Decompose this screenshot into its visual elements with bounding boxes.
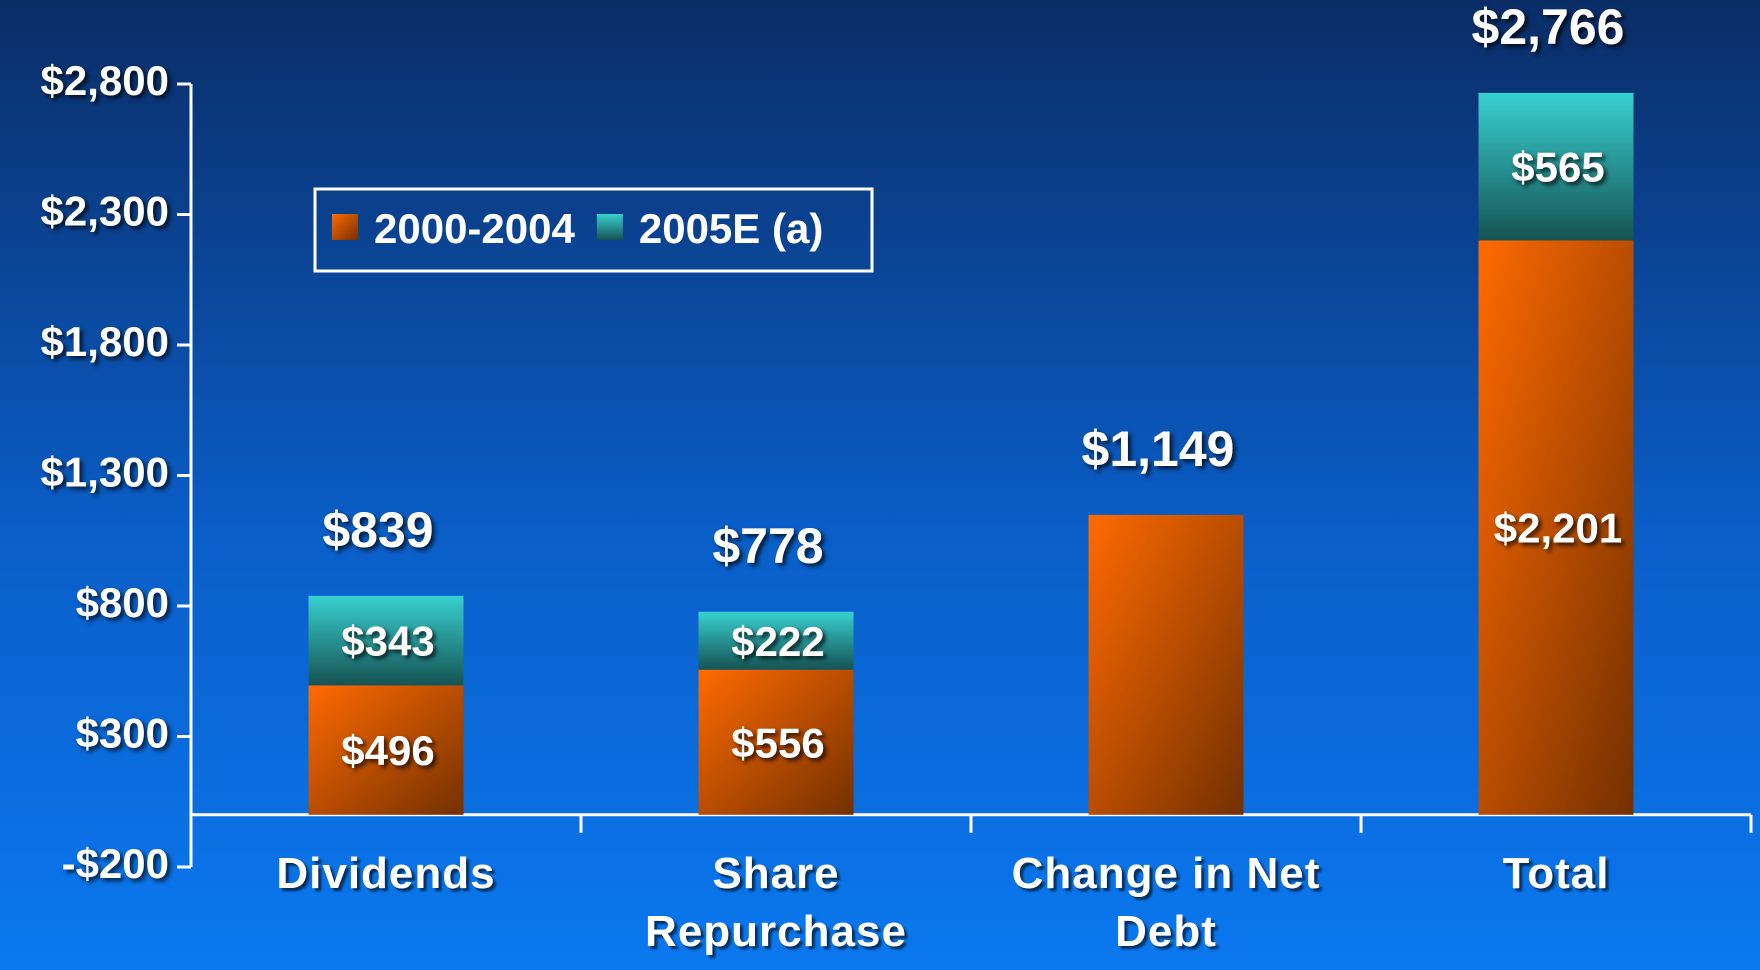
y-tick-label: $1,300 [41,449,169,496]
y-tick-label: $2,800 [41,57,169,104]
bar-segment [1478,92,1634,241]
x-tick-label: Total [1502,848,1610,898]
value-label: $556 [731,719,824,766]
y-tick-label: -$200 [62,840,169,887]
value-label: $343 [341,618,434,665]
bar-segment [1478,240,1634,815]
total-label: $839 [322,502,433,558]
bar-segment [308,595,464,686]
x-tick-label: Dividends [276,848,496,898]
value-label: $496 [341,727,434,774]
x-tick-label: Change in Net Debt [1011,848,1321,956]
legend-label: 2005E (a) [639,205,823,252]
value-label: $565 [1511,144,1604,191]
total-label: $778 [712,518,823,574]
y-tick-label: $300 [76,710,169,757]
total-label: $1,149 [1082,421,1235,477]
legend-box [313,187,874,273]
y-tick-label: $2,300 [41,188,169,235]
bar-segment [698,611,854,670]
legend-swatch [596,214,623,240]
total-label: $2,766 [1472,0,1625,55]
bar-segment [308,685,464,815]
bar-segment [1088,514,1244,815]
legend: 2000-2004 2005E (a) [313,187,874,273]
x-tick-label: Share Repurchase [645,848,907,956]
y-tick-label: $800 [76,579,169,626]
y-tick-label: $1,800 [41,318,169,365]
legend-label: 2000-2004 [374,205,575,252]
value-label: $2,201 [1494,505,1622,552]
bar-segment [698,669,854,815]
legend-swatch [332,214,358,240]
value-label: $222 [731,618,824,665]
